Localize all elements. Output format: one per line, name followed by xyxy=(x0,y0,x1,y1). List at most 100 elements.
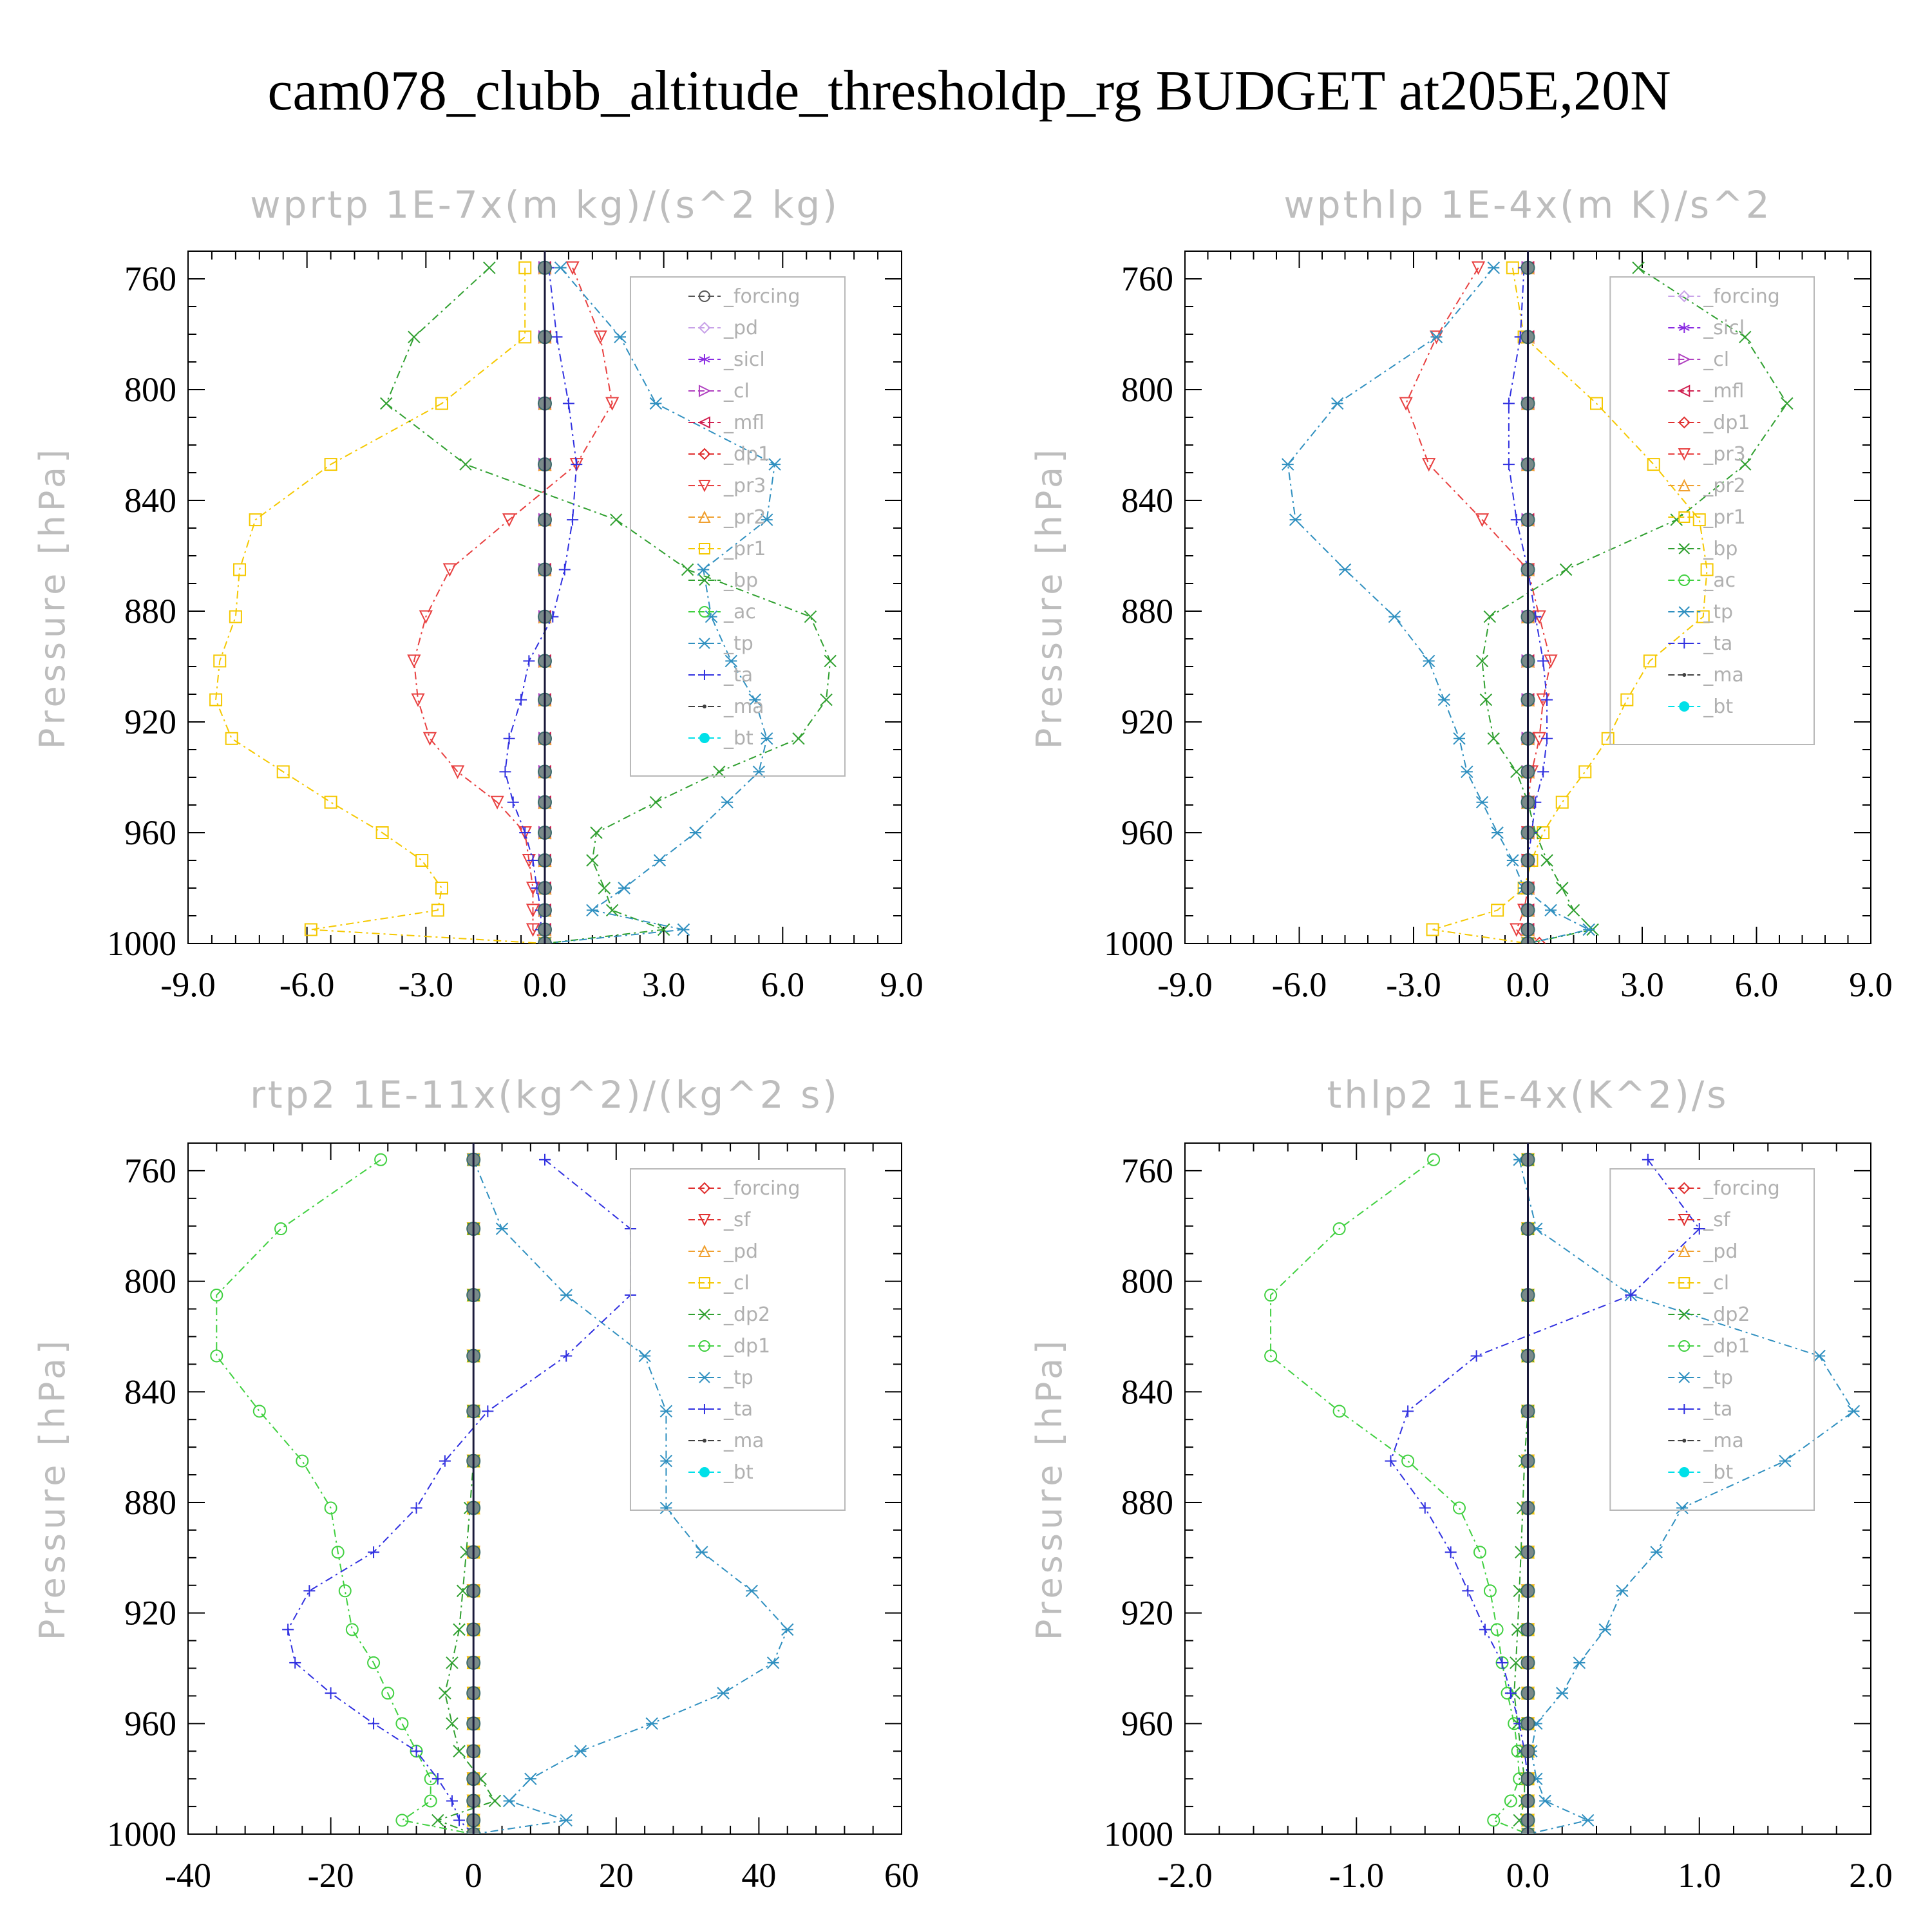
data-point-pr1 xyxy=(518,330,532,344)
y-tick-label: 880 xyxy=(1121,1483,1173,1522)
data-point-ta xyxy=(1385,1455,1397,1467)
data-point-dp2 xyxy=(456,1584,469,1598)
y-tick-label: 760 xyxy=(124,1151,176,1190)
data-point-pr1 xyxy=(1692,513,1706,527)
data-point-bp xyxy=(610,513,623,526)
legend-marker xyxy=(699,638,710,649)
y-axis-label: Pressure [hPa] xyxy=(1029,1337,1070,1640)
legend-label: _pr1 xyxy=(723,538,766,560)
legend-marker xyxy=(699,1309,710,1320)
legend-label: _ta xyxy=(1703,1398,1732,1421)
data-point-tp xyxy=(1556,1687,1569,1700)
series-line-bp xyxy=(1481,267,1788,943)
data-point-pr1 xyxy=(1696,610,1710,623)
legend-marker xyxy=(1678,574,1690,586)
data-point-pr1 xyxy=(1590,397,1603,410)
data-point-tp xyxy=(761,732,773,745)
legend-label: _forcing xyxy=(723,285,800,308)
data-point-tp xyxy=(1491,826,1504,839)
series-line-ta xyxy=(504,267,578,943)
data-point-bp xyxy=(605,904,619,917)
series-line-pr1 xyxy=(1432,267,1708,943)
legend-label: _tp xyxy=(1703,601,1733,623)
data-point-ta xyxy=(1502,397,1515,410)
legend-marker xyxy=(702,1439,706,1443)
series-line-bp xyxy=(385,267,831,943)
data-point-ta xyxy=(1496,1656,1508,1669)
legend-marker xyxy=(698,290,710,302)
data-point-ta xyxy=(1541,732,1553,744)
data-point-bp xyxy=(408,330,421,344)
data-point-ta xyxy=(560,1350,573,1362)
y-tick-label: 960 xyxy=(124,1704,176,1743)
y-tick-label: 960 xyxy=(124,813,176,852)
series-line-dp2 xyxy=(1513,1159,1529,1834)
data-point-ta xyxy=(303,1585,316,1597)
data-point-bp xyxy=(1475,654,1489,668)
x-tick-label: 20 xyxy=(599,1856,634,1895)
legend-label: _cl xyxy=(1703,348,1729,371)
legend-marker xyxy=(1678,543,1690,554)
data-point-pr1 xyxy=(1620,693,1634,706)
legend-label: _sf xyxy=(1703,1209,1731,1231)
data-point-tp xyxy=(1650,1546,1663,1558)
data-point-ta xyxy=(410,1502,422,1514)
x-tick-label: -9.0 xyxy=(1157,965,1212,1004)
data-point-tp xyxy=(1581,1814,1595,1827)
data-point-tp xyxy=(1461,765,1473,779)
data-point-ta xyxy=(368,1718,380,1730)
legend-marker xyxy=(698,1244,711,1257)
series-line-pr3 xyxy=(1405,267,1552,943)
data-point-ac xyxy=(1264,1349,1278,1363)
plot-frame xyxy=(187,1142,902,1835)
data-point-tp xyxy=(677,923,690,936)
data-point-tp xyxy=(649,397,663,410)
data-point-bp xyxy=(681,563,694,576)
series-group xyxy=(210,1143,794,1834)
legend-label: _tp xyxy=(723,632,753,655)
y-tick-label: 960 xyxy=(1121,1704,1173,1743)
data-point-pr1 xyxy=(225,732,238,745)
data-point-pr3 xyxy=(605,397,620,411)
legend-label: _bt xyxy=(723,727,753,750)
y-tick-label: 760 xyxy=(124,260,176,298)
data-point-pr1 xyxy=(1700,563,1714,576)
data-point-bp xyxy=(1632,261,1645,274)
data-point-ta xyxy=(282,1624,294,1636)
legend-label: _cl xyxy=(723,1272,750,1294)
data-point-dp2 xyxy=(453,1623,466,1636)
data-point-bp xyxy=(1483,610,1497,623)
data-point-ac xyxy=(210,1289,223,1302)
data-point-ta xyxy=(503,732,515,744)
data-point-pr1 xyxy=(1426,923,1439,936)
data-point-ac xyxy=(210,1349,223,1363)
legend-marker xyxy=(1679,1467,1690,1477)
data-point-ac xyxy=(1504,1794,1517,1808)
data-point-tp xyxy=(1437,693,1451,706)
data-point-tp xyxy=(697,563,710,576)
legend-marker xyxy=(1678,511,1690,523)
data-point-ta xyxy=(439,1455,451,1467)
legend-label: _bp xyxy=(1703,538,1738,560)
data-point-tp xyxy=(717,1687,730,1700)
data-point-pr1 xyxy=(276,765,290,779)
y-tick-label: 840 xyxy=(1121,1372,1173,1411)
x-tick-label: 9.0 xyxy=(880,965,923,1004)
legend-marker xyxy=(1678,384,1690,397)
legend-label: _ta xyxy=(1703,632,1732,655)
legend-label: _tp xyxy=(723,1367,753,1389)
data-point-tp xyxy=(1289,513,1302,526)
x-tick-label: 2.0 xyxy=(1849,1856,1893,1895)
legend-label: _ma xyxy=(1703,664,1744,687)
data-point-ac xyxy=(381,1687,395,1700)
x-tick-label: 3.0 xyxy=(642,965,686,1004)
legend-box xyxy=(1609,1168,1815,1511)
data-point-tp xyxy=(495,1222,509,1235)
data-point-tp xyxy=(1573,1656,1586,1669)
legend-marker xyxy=(698,1214,711,1227)
data-point-dp2 xyxy=(1511,1623,1524,1636)
data-point-pr3 xyxy=(1422,458,1436,472)
data-point-ac xyxy=(296,1454,309,1468)
y-tick-label: 1000 xyxy=(1104,1815,1173,1853)
data-point-ta xyxy=(539,1153,551,1166)
